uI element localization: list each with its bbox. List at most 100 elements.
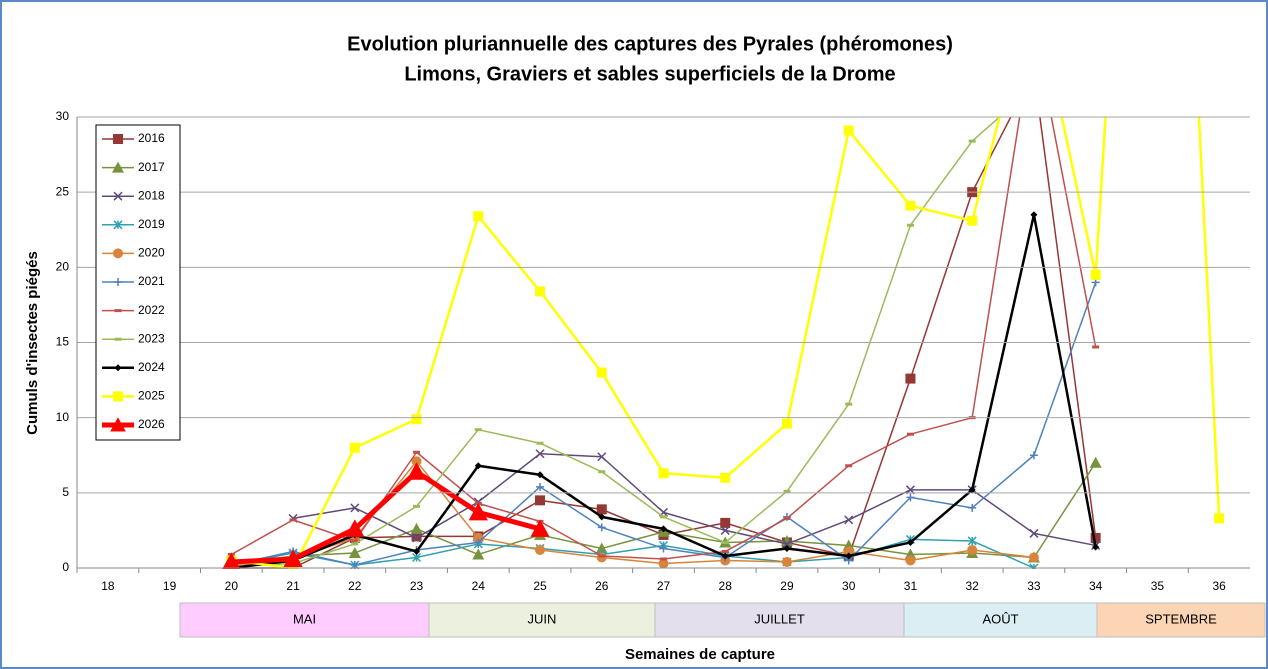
month-band (428, 602, 656, 638)
month-label: JUILLET (754, 611, 805, 626)
month-band (1096, 602, 1266, 638)
x-tick-label: 30 (842, 579, 856, 593)
y-tick-label: 15 (56, 335, 70, 349)
marker (906, 493, 915, 502)
x-tick-label: 31 (904, 579, 918, 593)
y-tick-label: 20 (56, 260, 70, 274)
marker (473, 211, 484, 222)
marker (905, 555, 916, 566)
x-tick-label: 21 (286, 579, 300, 593)
series-line (292, 452, 1096, 547)
month-label: MAI (293, 611, 316, 626)
marker (1214, 513, 1225, 524)
marker (720, 525, 730, 535)
month-band (654, 602, 905, 638)
marker (660, 525, 667, 533)
marker (1092, 543, 1100, 551)
series-line (231, 469, 541, 565)
marker (596, 367, 607, 378)
marker (1090, 269, 1101, 280)
legend-label: 2019 (138, 217, 165, 231)
marker (472, 548, 485, 560)
x-tick-label: 28 (719, 579, 733, 593)
marker (112, 161, 124, 173)
y-tick-label: 30 (56, 109, 70, 123)
marker (349, 442, 360, 453)
marker (844, 515, 854, 525)
marker (535, 544, 546, 555)
series-line (231, 538, 1035, 569)
marker (468, 502, 488, 521)
marker (598, 513, 606, 521)
marker (406, 462, 427, 480)
marker (535, 449, 545, 459)
marker (782, 539, 792, 549)
marker (536, 471, 544, 479)
month-band (179, 602, 430, 638)
marker (905, 373, 916, 384)
marker (535, 286, 546, 297)
month-band (903, 602, 1098, 638)
x-axis-title: Semaines de capture (625, 646, 775, 663)
marker (843, 125, 854, 136)
marker (345, 519, 365, 537)
marker (720, 472, 731, 483)
marker (906, 538, 914, 546)
marker (659, 544, 668, 553)
marker (413, 547, 421, 555)
marker (781, 556, 792, 567)
x-tick-label: 19 (163, 579, 177, 593)
x-tick-label: 34 (1089, 579, 1103, 593)
marker (597, 452, 607, 462)
legend-label: 2021 (138, 274, 165, 288)
x-tick-label: 27 (657, 579, 671, 593)
marker (474, 462, 482, 470)
marker (1090, 532, 1101, 543)
x-tick-label: 24 (472, 579, 486, 593)
marker (535, 495, 546, 506)
x-tick-label: 29 (780, 579, 794, 593)
marker (781, 418, 792, 429)
legend-label: 2025 (138, 389, 165, 403)
marker (597, 523, 606, 532)
y-tick-label: 0 (62, 560, 69, 574)
marker (658, 558, 669, 569)
marker (720, 517, 731, 528)
month-label: AOÛT (982, 611, 1018, 626)
marker (1089, 456, 1102, 468)
chart-subtitle: Limons, Graviers et sables superficiels … (404, 63, 895, 85)
marker (530, 519, 550, 537)
marker (411, 456, 422, 467)
marker (350, 503, 360, 513)
y-tick-label: 5 (62, 485, 69, 499)
marker (721, 552, 729, 560)
marker (658, 468, 669, 479)
legend-label: 2017 (138, 160, 165, 174)
marker (110, 417, 126, 432)
x-tick-label: 22 (348, 579, 362, 593)
marker (783, 544, 791, 552)
x-tick-label: 23 (410, 579, 424, 593)
marker (412, 533, 422, 543)
legend-label: 2024 (138, 360, 165, 374)
marker (596, 504, 607, 515)
month-label: SPTEMBRE (1145, 611, 1217, 626)
marker (843, 546, 854, 557)
x-tick-label: 18 (101, 579, 115, 593)
marker (114, 278, 122, 286)
legend-label: 2023 (138, 331, 165, 345)
marker (1029, 451, 1038, 460)
marker (1029, 528, 1039, 538)
marker (536, 482, 545, 491)
marker (411, 531, 422, 542)
x-tick-label: 25 (533, 579, 547, 593)
chart-title: Evolution pluriannuelle des captures des… (347, 33, 953, 55)
marker (113, 220, 123, 230)
marker (474, 538, 483, 547)
legend-label: 2018 (138, 188, 165, 202)
legend-label: 2020 (138, 246, 165, 260)
marker (283, 549, 303, 567)
marker (1030, 211, 1038, 219)
marker (411, 414, 422, 425)
